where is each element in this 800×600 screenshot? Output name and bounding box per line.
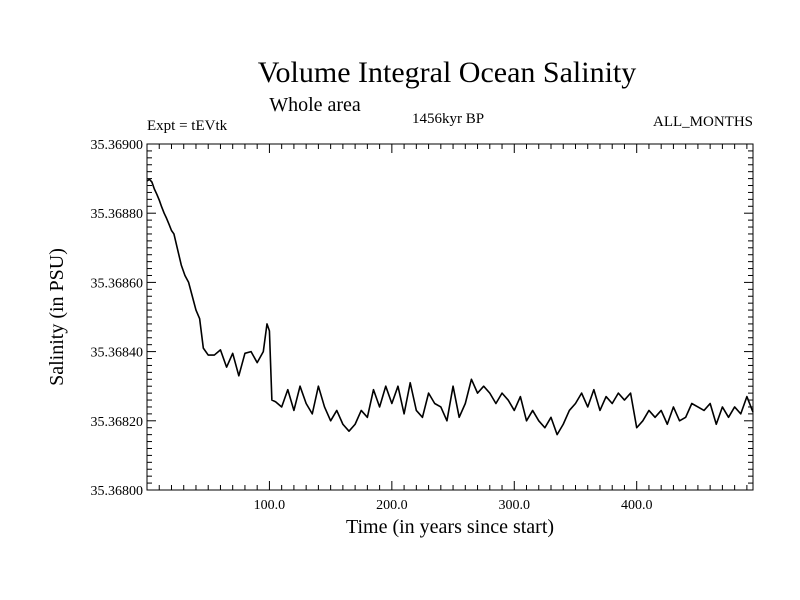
x-tick-label: 400.0 <box>621 498 653 513</box>
y-tick-label: 35.36860 <box>91 276 144 291</box>
salinity-series-line <box>146 178 754 436</box>
y-tick-label: 35.36800 <box>91 484 144 499</box>
x-axis-label: Time (in years since start) <box>346 516 554 538</box>
x-tick-label: 300.0 <box>499 498 531 513</box>
y-tick-label: 35.36900 <box>91 138 144 153</box>
y-tick-label: 35.36880 <box>91 207 144 222</box>
experiment-label: Expt = tEVtk <box>147 118 228 134</box>
x-tick-label: 200.0 <box>376 498 408 513</box>
x-tick-label: 100.0 <box>254 498 286 513</box>
y-axis-label: Salinity (in PSU) <box>46 248 68 386</box>
x-axis: 100.0 200.0 300.0 400.0 <box>158 144 748 513</box>
y-tick-label: 35.36820 <box>91 415 144 430</box>
y-tick-label: 35.36840 <box>91 346 144 361</box>
months-label: ALL_MONTHS <box>653 114 753 130</box>
chart-subtitle: Whole area <box>269 94 361 116</box>
period-label: 1456kyr BP <box>412 111 484 127</box>
plot-frame <box>146 143 754 491</box>
y-axis: 35.36800 35.36820 35.36840 35.36860 35.36880… <box>91 138 753 499</box>
chart-title: Volume Integral Ocean Salinity <box>258 56 637 89</box>
